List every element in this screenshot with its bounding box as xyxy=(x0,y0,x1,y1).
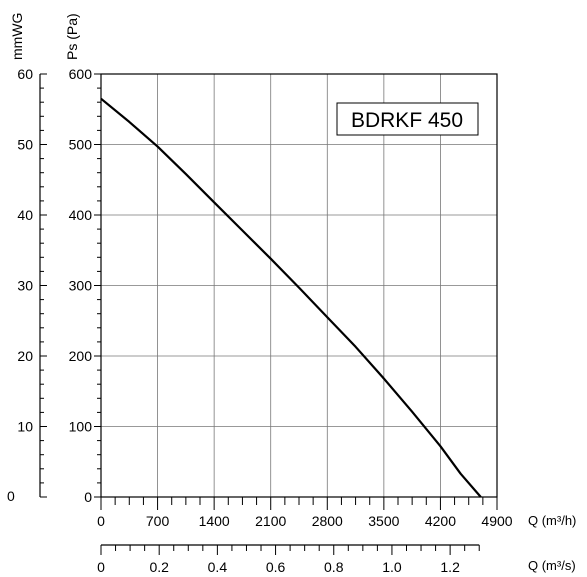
x-axis-label: Q (m³/h) xyxy=(528,513,576,528)
x-tick-label: 0 xyxy=(97,513,105,529)
mmwg-tick-label: 0 xyxy=(7,488,15,504)
mmwg-tick-label: 40 xyxy=(17,207,33,223)
ps-tick-label: 500 xyxy=(69,137,93,153)
x2-axis-label: Q (m³/s) xyxy=(528,558,576,573)
chart-title: BDRKF 450 xyxy=(351,109,463,132)
series-line xyxy=(100,97,482,498)
x2-tick-label: 0.8 xyxy=(324,559,344,575)
grid-lines xyxy=(101,74,497,497)
mmwg-tick-label: 20 xyxy=(17,348,33,364)
tick-marks xyxy=(39,73,498,555)
ps-tick-label: 600 xyxy=(69,66,93,82)
ps-axis-label: Ps (Pa) xyxy=(64,13,80,60)
x2-tick-label: 0.4 xyxy=(208,559,228,575)
x-tick-label: 1400 xyxy=(199,513,230,529)
ps-tick-label: 200 xyxy=(69,348,93,364)
x-tick-label: 700 xyxy=(146,513,170,529)
x2-tick-label: 0.6 xyxy=(266,559,286,575)
x-tick-label: 4200 xyxy=(425,513,456,529)
mmwg-tick-label: 50 xyxy=(17,137,33,153)
x-tick-label: 4900 xyxy=(481,513,512,529)
x2-tick-label: 1.2 xyxy=(440,559,460,575)
x2-tick-label: 1.0 xyxy=(382,559,402,575)
x-tick-label: 2800 xyxy=(312,513,343,529)
x2-tick-label: 0 xyxy=(97,559,105,575)
ps-tick-label: 400 xyxy=(69,207,93,223)
x-tick-label: 3500 xyxy=(368,513,399,529)
ps-tick-label: 0 xyxy=(84,489,92,505)
ps-tick-label: 300 xyxy=(69,278,93,294)
x2-tick-label: 0.2 xyxy=(149,559,169,575)
mmwg-tick-label: 10 xyxy=(17,419,33,435)
mmwg-tick-label: 60 xyxy=(17,66,33,82)
title-box xyxy=(336,102,479,136)
x-tick-label: 2100 xyxy=(255,513,286,529)
mmwg-tick-label: 30 xyxy=(17,278,33,294)
ps-tick-label: 100 xyxy=(69,419,93,435)
mmwg-axis-label: mmWG xyxy=(9,13,25,60)
